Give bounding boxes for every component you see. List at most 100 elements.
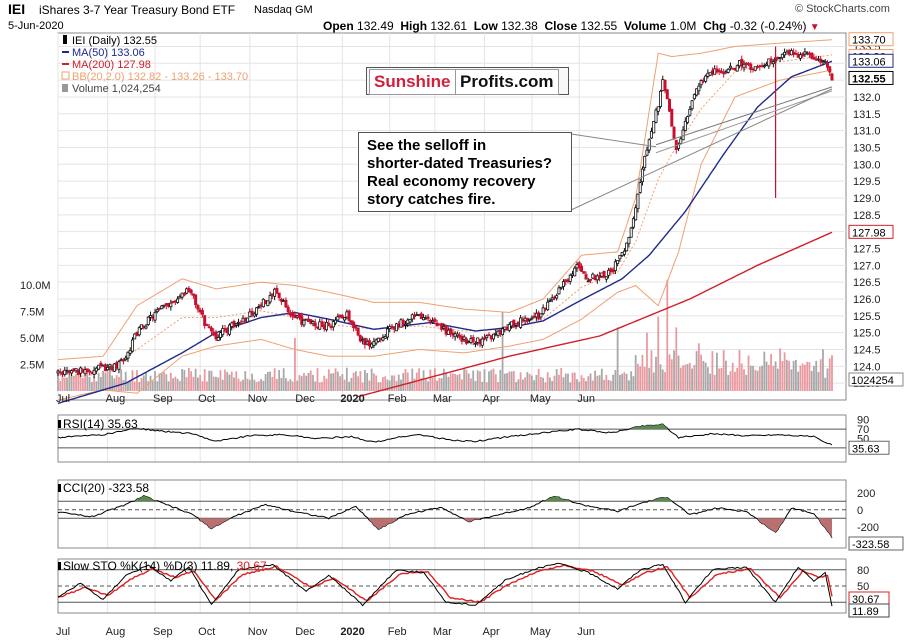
down-arrow-icon: ▼	[809, 22, 820, 33]
month-label-top: Jun	[577, 393, 595, 405]
volume-bar	[282, 368, 285, 391]
volume-bar	[138, 381, 141, 391]
price-tick-label: 125.5	[853, 311, 881, 323]
ma200-line	[357, 231, 833, 398]
volume-bar	[291, 381, 294, 391]
candle-body	[602, 270, 606, 278]
volume-bar	[449, 373, 452, 391]
volume-bar	[458, 374, 461, 391]
candle-body	[234, 323, 238, 326]
volume-bar	[199, 374, 202, 391]
volume-bar	[824, 377, 827, 391]
legend-label: MA(50) 133.06	[72, 47, 145, 59]
candle-body	[252, 313, 256, 317]
volume-bar	[206, 381, 208, 391]
candle-body	[663, 79, 667, 91]
volume-bar	[348, 381, 350, 391]
volume-bar	[535, 374, 538, 391]
candle-body	[464, 338, 468, 344]
volume-bar	[219, 370, 222, 391]
volume-bar	[463, 368, 466, 391]
volume-bar	[697, 343, 700, 391]
volume-bar	[752, 365, 754, 391]
candle-body	[367, 340, 371, 347]
volume-bar	[124, 371, 127, 391]
sto-panel	[57, 558, 847, 614]
candle-body	[742, 63, 746, 69]
price-tick-label: 131.0	[853, 126, 881, 138]
candle-body	[512, 319, 516, 328]
candle-body	[645, 149, 649, 156]
candle-body	[155, 309, 159, 312]
candle-body	[94, 367, 98, 372]
candle-body	[419, 313, 423, 320]
candle-body	[672, 127, 676, 139]
candle-body	[354, 326, 358, 329]
candle-body	[286, 306, 290, 313]
volume-bar	[625, 373, 628, 391]
chg-label: Chg	[703, 19, 727, 33]
exchange: Nasdaq GM	[254, 4, 313, 16]
volume-bar	[641, 354, 644, 391]
month-label-top: 2020	[340, 393, 364, 405]
month-label-top: Feb	[388, 393, 407, 405]
volume-bar	[59, 380, 62, 391]
candle-body	[257, 306, 261, 308]
volume-bar	[375, 375, 378, 391]
candle-body	[541, 307, 545, 315]
volume-bar	[415, 372, 418, 391]
volume-bar	[747, 355, 750, 391]
volume-bar	[239, 381, 242, 391]
candle-body	[634, 207, 638, 221]
bb-lower-line	[57, 69, 833, 401]
candle-body	[137, 327, 141, 336]
volume-bar	[661, 369, 664, 391]
trendline-shadow	[655, 90, 833, 154]
volume-bar	[384, 376, 387, 391]
cci-negative-fill	[818, 518, 832, 538]
volume-bar	[106, 369, 109, 391]
candle-body	[336, 316, 340, 321]
open-label: Open	[323, 19, 354, 33]
volume-bar	[363, 369, 366, 391]
cci-negative-fill	[464, 518, 480, 522]
volume-bar	[643, 366, 646, 391]
callout-pointer	[570, 88, 833, 211]
candle-body	[376, 337, 380, 342]
candle-body	[670, 108, 674, 127]
sto-legend-icon	[58, 562, 61, 570]
volume-bar	[377, 382, 380, 391]
volume-bar	[673, 350, 675, 391]
volume-bar	[542, 377, 545, 391]
volume-bar	[156, 381, 159, 391]
volume-bar	[580, 375, 583, 391]
volume-bar	[560, 368, 563, 391]
volume-bar	[474, 380, 477, 391]
candle-body	[555, 295, 559, 299]
volume-bar	[709, 373, 712, 391]
volume-bar	[467, 373, 470, 391]
volume-bar	[718, 368, 721, 391]
volume-bar	[269, 371, 272, 391]
volume-tick-label: 2.5M	[20, 360, 44, 372]
price-tag-box	[848, 32, 894, 47]
annotation-line: shorter-dated Treasuries?	[367, 155, 553, 172]
volume-bar	[637, 363, 639, 391]
candle-body	[828, 66, 832, 73]
month-label-bottom: Mar	[433, 626, 452, 638]
volume-bar	[109, 370, 111, 391]
volume-bar	[190, 371, 193, 391]
candle-body	[530, 317, 534, 320]
volume-bar	[506, 373, 508, 391]
volume-bar	[801, 363, 804, 391]
legend-label: IEI (Daily) 132.55	[72, 35, 157, 47]
volume-bar	[81, 377, 84, 391]
candle-body	[216, 337, 220, 341]
volume-bar	[736, 367, 739, 391]
volume-bar	[181, 368, 184, 391]
volume-bar	[451, 373, 454, 391]
candle-body	[277, 292, 281, 298]
candle-body	[780, 53, 784, 59]
volume-bar	[648, 367, 651, 391]
volume-bar	[217, 377, 220, 391]
